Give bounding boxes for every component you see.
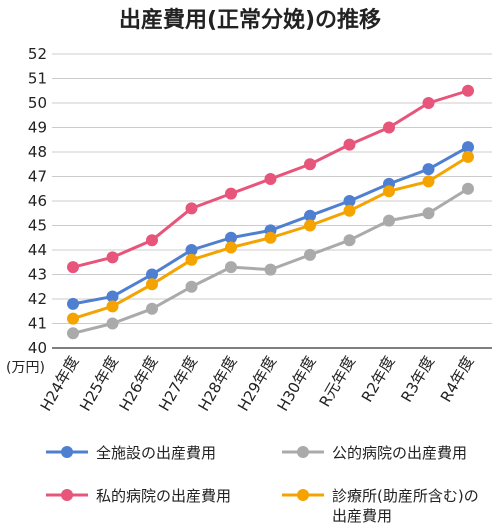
data-point	[383, 121, 395, 134]
series-1	[67, 182, 474, 340]
data-point	[343, 204, 356, 217]
legend-item: 私的病院の出産費用	[46, 487, 231, 505]
data-point	[106, 317, 119, 330]
legend-swatch-marker	[61, 446, 73, 458]
legend-item: 全施設の出産費用	[46, 444, 216, 462]
data-point	[106, 300, 119, 313]
series-2	[67, 84, 474, 274]
data-point	[462, 84, 474, 97]
data-point	[462, 141, 474, 154]
legend-label: 全施設の出産費用	[96, 444, 216, 462]
y-tick-label: 44	[28, 241, 47, 259]
y-tick-label: 40	[28, 339, 47, 357]
data-point	[106, 251, 119, 264]
data-point	[67, 261, 79, 274]
data-point	[264, 231, 277, 244]
data-point	[264, 172, 277, 185]
data-point	[146, 234, 158, 247]
data-point	[225, 261, 237, 274]
legend-swatch-marker	[61, 489, 73, 501]
data-point	[225, 231, 237, 244]
legend-swatch-marker	[297, 446, 309, 458]
legend-label: 出産費用	[332, 507, 392, 525]
data-point	[106, 290, 119, 303]
data-point	[67, 327, 79, 340]
legend-label: 公的病院の出産費用	[332, 444, 467, 462]
data-point	[304, 158, 316, 171]
x-tick-label: R2年度	[358, 353, 399, 405]
x-tick-label: R4年度	[437, 353, 478, 405]
data-point	[185, 280, 198, 293]
data-point	[304, 209, 316, 222]
series-line	[72, 187, 469, 335]
data-point	[185, 244, 198, 256]
data-point	[67, 297, 79, 310]
data-point	[422, 207, 435, 220]
data-point	[185, 253, 198, 266]
y-tick-label: 47	[28, 168, 47, 186]
y-tick-label: 50	[28, 94, 47, 112]
x-tick-label: H30年度	[274, 353, 320, 414]
x-axis: H24年度H25年度H26年度H27年度H28年度H29年度H30年度R元年度R…	[37, 353, 478, 414]
x-tick-label: R元年度	[316, 353, 359, 410]
y-tick-label: 52	[28, 45, 47, 63]
data-point	[343, 138, 356, 151]
data-point	[462, 150, 474, 163]
data-point	[343, 195, 356, 207]
y-tick-label: 46	[28, 192, 47, 210]
legend-item: 診療所(助産所含む)の出産費用	[282, 487, 479, 525]
data-point	[67, 312, 79, 325]
y-tick-label: 43	[28, 266, 47, 284]
data-point	[225, 187, 237, 200]
data-point	[304, 219, 316, 232]
legend-item: 公的病院の出産費用	[282, 444, 467, 462]
x-tick-label: R3年度	[397, 353, 438, 405]
chart-title: 出産費用(正常分娩)の推移	[119, 7, 381, 33]
data-point	[304, 248, 316, 261]
data-point	[383, 214, 395, 227]
data-point	[343, 234, 356, 247]
data-point	[462, 182, 474, 195]
y-tick-label: 48	[28, 143, 47, 161]
y-tick-label: 41	[28, 315, 47, 333]
data-point	[422, 163, 435, 176]
data-point	[146, 302, 158, 315]
data-point	[383, 185, 395, 198]
legend-label: 診療所(助産所含む)の	[332, 487, 479, 505]
data-point	[146, 268, 158, 281]
y-tick-label: 42	[28, 290, 47, 308]
data-point	[264, 263, 277, 276]
y-tick-label: 51	[28, 70, 47, 88]
data-point	[422, 97, 435, 109]
data-point	[225, 241, 237, 254]
y-tick-label: 45	[28, 217, 47, 235]
legend-swatch-marker	[297, 489, 309, 501]
series-group	[67, 84, 474, 340]
data-point	[422, 175, 435, 188]
y-axis: 40 41 42 43 44 45 46 47 48 49 50 51 52	[28, 45, 47, 357]
data-point	[146, 278, 158, 291]
series-3	[67, 150, 474, 325]
y-unit-label: (万円)	[6, 360, 45, 376]
data-point	[185, 202, 198, 215]
legend-label: 私的病院の出産費用	[96, 487, 231, 505]
y-tick-label: 49	[28, 119, 47, 137]
